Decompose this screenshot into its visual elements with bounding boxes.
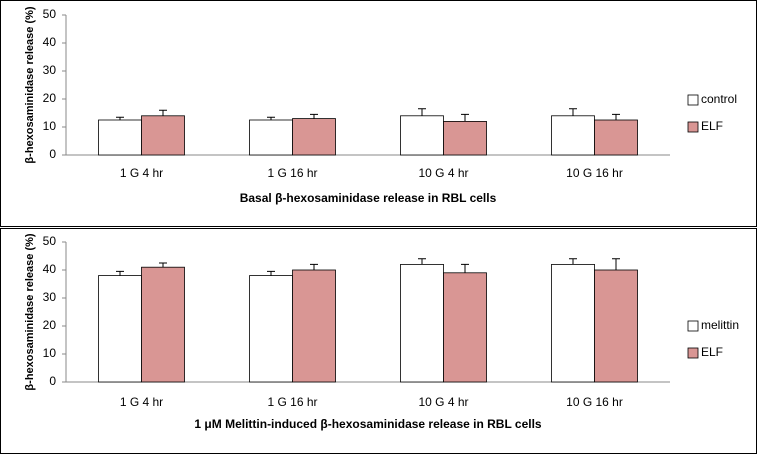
error-bar	[418, 108, 426, 116]
x-tick-label: 10 G 16 hr	[566, 395, 623, 409]
legend-swatch	[687, 94, 699, 106]
error-bar	[612, 258, 620, 270]
bar	[400, 263, 444, 383]
y-tick-label: 0	[49, 147, 56, 161]
error-bar	[461, 263, 469, 273]
error-bar	[418, 258, 426, 265]
x-tick-label: 10 G 4 hr	[418, 395, 468, 409]
legend-swatch	[687, 320, 699, 332]
error-bar	[569, 258, 577, 265]
bar	[98, 275, 142, 383]
bar	[292, 269, 336, 383]
bar	[443, 121, 487, 156]
bar	[249, 119, 293, 156]
y-tick-label: 20	[43, 318, 57, 332]
error-bar	[267, 270, 275, 276]
legend-swatch	[687, 121, 699, 133]
error-bar	[116, 270, 124, 276]
bar	[443, 272, 487, 383]
bar	[249, 275, 293, 383]
y-tick-label: 40	[43, 35, 57, 49]
bar	[400, 115, 444, 156]
bar	[551, 115, 595, 156]
error-bar	[310, 263, 318, 270]
legend-label: ELF	[701, 119, 723, 133]
y-tick-label: 0	[49, 374, 56, 388]
legend-label: melittin	[701, 318, 739, 332]
bar	[98, 119, 142, 156]
y-tick-label: 30	[43, 290, 57, 304]
y-tick-label: 40	[43, 262, 57, 276]
x-axis-title: 1 μM Melittin-induced β-hexosaminidase r…	[194, 417, 542, 431]
error-bar	[159, 262, 167, 268]
error-bar	[612, 113, 620, 120]
bar	[292, 118, 336, 156]
y-tick-label: 20	[43, 91, 57, 105]
bar	[594, 269, 638, 383]
legend-label: ELF	[701, 345, 723, 359]
y-tick-label: 50	[43, 234, 57, 248]
error-bar	[310, 113, 318, 119]
error-bar	[159, 109, 167, 116]
error-bar	[461, 113, 469, 122]
bar	[594, 119, 638, 156]
error-bar	[116, 116, 124, 120]
y-tick-label: 50	[43, 7, 57, 21]
y-axis-label: β-hexosaminidase release (%)	[24, 6, 36, 163]
bar	[141, 115, 185, 156]
x-axis-title: Basal β-hexosaminidase release in RBL ce…	[240, 191, 497, 205]
y-tick-label: 10	[43, 119, 57, 133]
x-tick-label: 10 G 16 hr	[566, 166, 623, 180]
x-tick-label: 1 G 16 hr	[267, 166, 317, 180]
y-axis-label: β-hexosaminidase release (%)	[24, 233, 36, 390]
x-tick-label: 1 G 4 hr	[120, 395, 163, 409]
bar	[141, 266, 185, 383]
error-bar	[267, 116, 275, 120]
error-bar	[569, 108, 577, 116]
x-tick-label: 1 G 4 hr	[120, 166, 163, 180]
y-tick-label: 10	[43, 346, 57, 360]
x-tick-label: 1 G 16 hr	[267, 395, 317, 409]
legend-label: control	[701, 92, 737, 106]
bar	[551, 263, 595, 383]
x-tick-label: 10 G 4 hr	[418, 166, 468, 180]
y-tick-label: 30	[43, 63, 57, 77]
legend-swatch	[687, 347, 699, 359]
